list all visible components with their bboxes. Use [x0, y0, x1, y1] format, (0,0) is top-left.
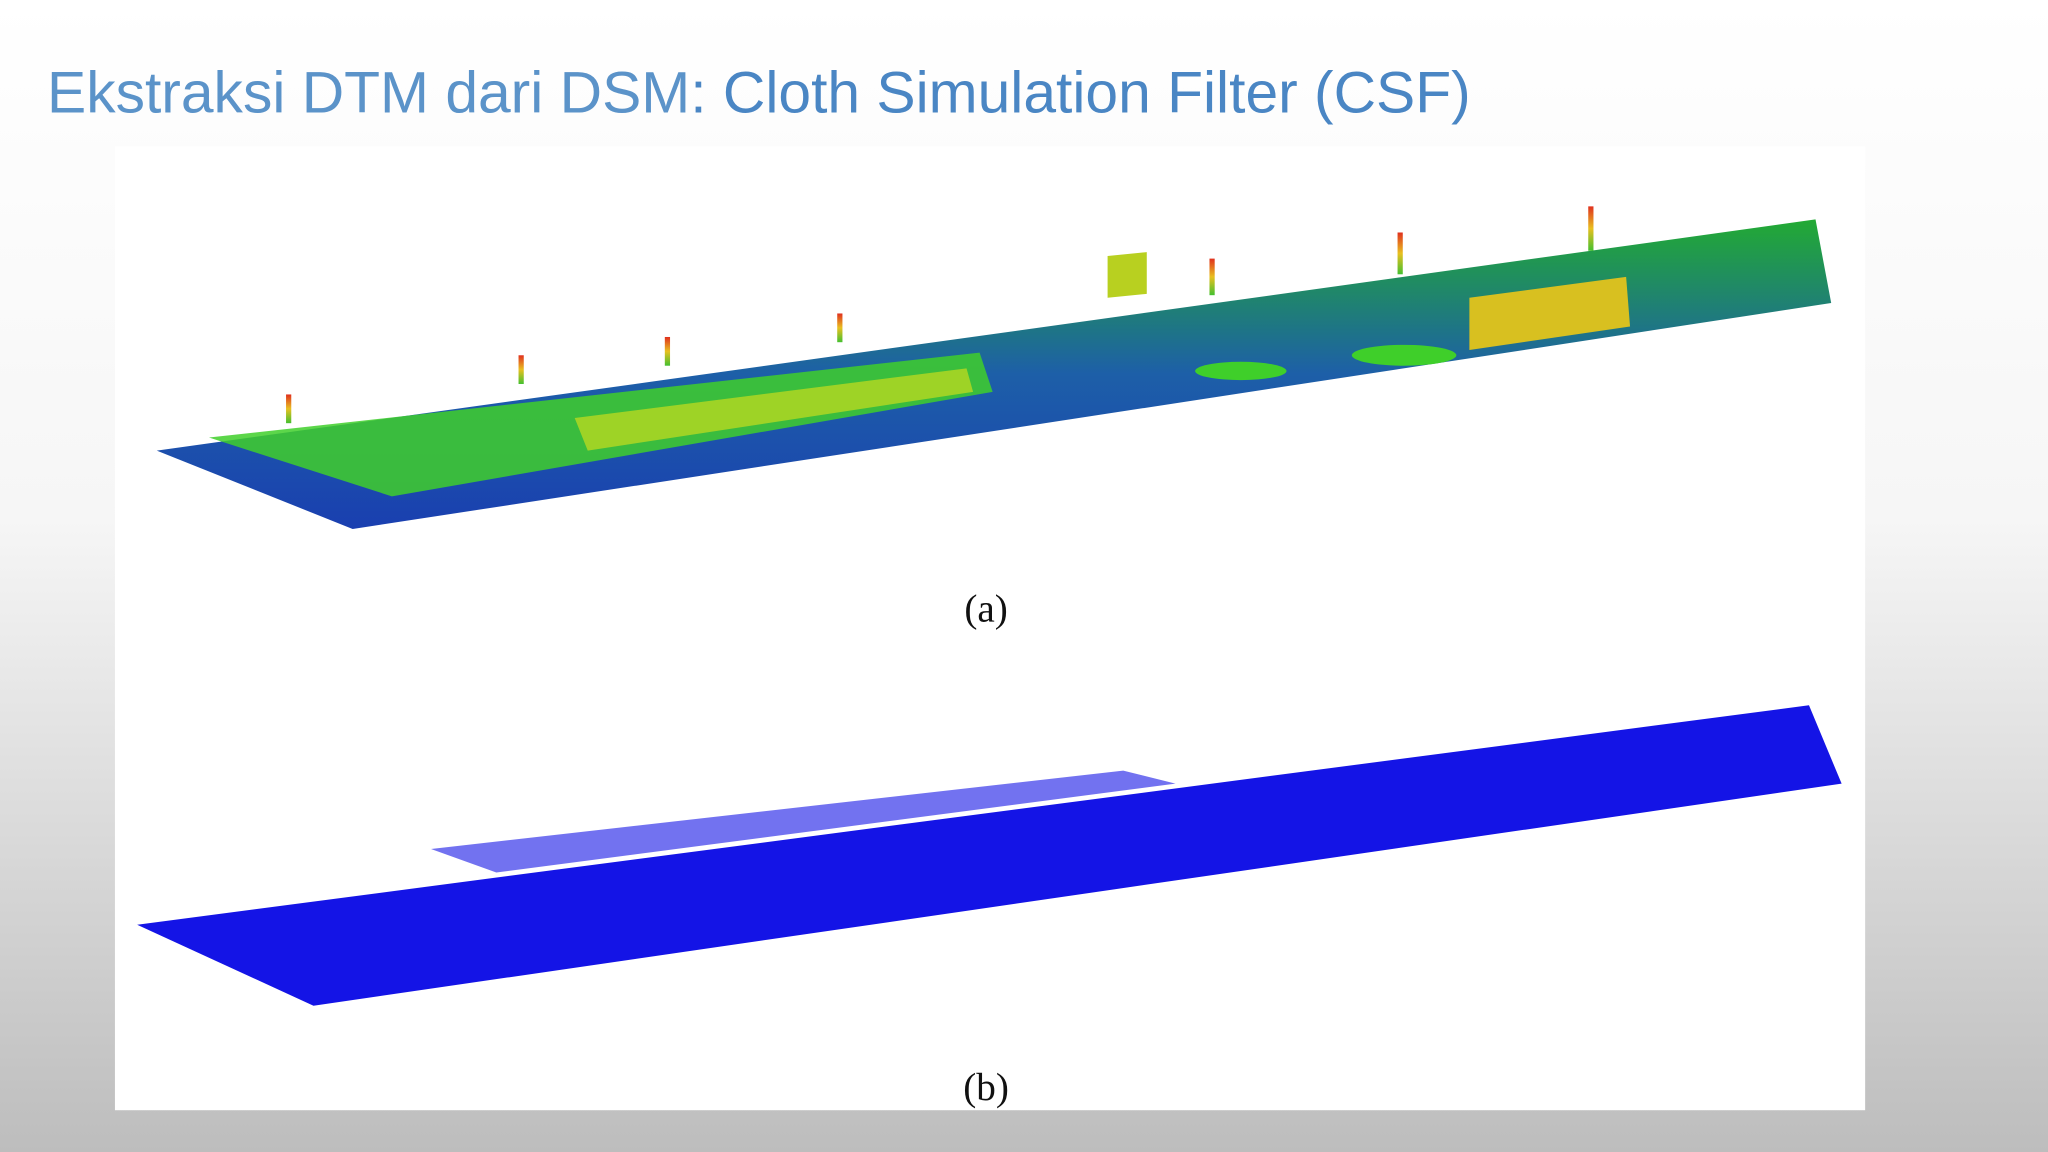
vegetation	[1195, 361, 1287, 381]
pole	[1588, 206, 1594, 251]
pole	[1209, 258, 1215, 296]
pole	[837, 313, 843, 343]
ground-points	[431, 770, 1176, 873]
caption-a: (a)	[964, 588, 1007, 631]
vegetation	[1351, 344, 1457, 366]
title-light: Ekstraksi DTM dari DSM	[47, 60, 690, 125]
point-cloud-a	[156, 206, 1832, 529]
vegetation	[574, 368, 974, 451]
slide-title: Ekstraksi DTM dari DSM: Cloth Simulation…	[47, 60, 1471, 125]
pole	[518, 355, 524, 384]
building	[1107, 252, 1147, 298]
pole	[664, 336, 671, 366]
ground-points	[137, 705, 1842, 1006]
point-cloud-b	[137, 705, 1842, 1006]
title-regular: : Cloth Simulation Filter (CSF)	[690, 60, 1470, 125]
pole	[1397, 232, 1403, 275]
caption-b: (b)	[963, 1066, 1009, 1109]
pole	[286, 394, 292, 424]
building	[1469, 276, 1631, 351]
